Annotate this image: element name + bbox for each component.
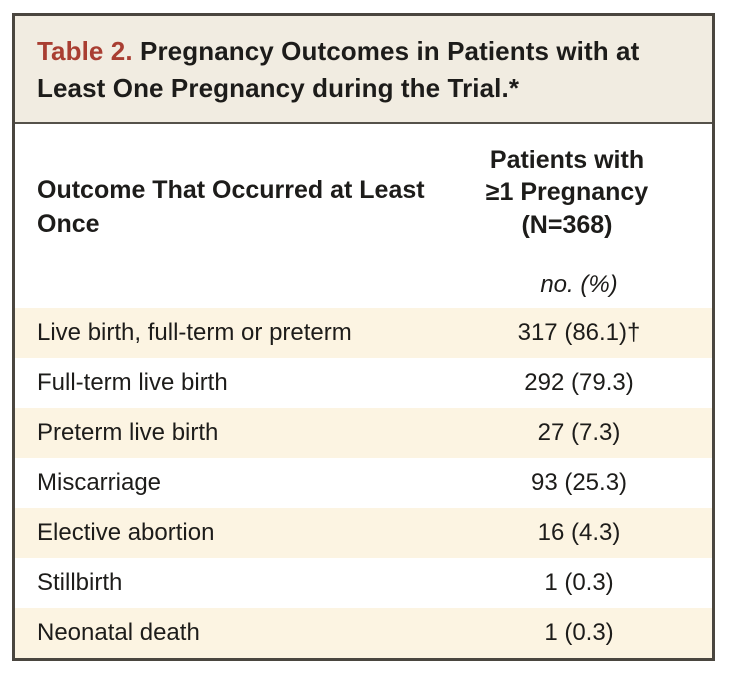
table-row: Elective abortion 16 (4.3) <box>15 507 712 558</box>
column-header-outcome: Outcome That Occurred at Least Once <box>37 175 425 238</box>
row-value: 27 (7.3) <box>537 418 621 446</box>
table-row: Miscarriage 93 (25.3) <box>15 457 712 508</box>
table-row: Live birth, full-term or preterm 317 (86… <box>15 307 712 358</box>
header-row: Outcome That Occurred at Least Once Pati… <box>15 144 712 242</box>
row-value: 1 (0.3) <box>544 618 614 646</box>
row-value: 292 (79.3) <box>524 368 634 396</box>
unit-row: no. (%) <box>15 271 712 299</box>
column-header-patients: Patients with ≥1 Pregnancy (N=368) <box>442 144 692 242</box>
unit-label: no. (%) <box>540 271 618 299</box>
column-header-patients-line1: Patients with <box>489 145 645 174</box>
row-label: Live birth, full-term or preterm <box>37 318 352 346</box>
column-header-patients-line3: (N=368) <box>521 210 613 239</box>
row-label: Full-term live birth <box>37 368 228 396</box>
row-label: Elective abortion <box>37 518 215 546</box>
table-title: Table 2. Pregnancy Outcomes in Patients … <box>15 16 712 124</box>
row-label: Stillbirth <box>37 568 123 596</box>
row-value: 93 (25.3) <box>530 468 628 496</box>
unit-row-spacer <box>15 271 454 299</box>
table-body: Live birth, full-term or preterm 317 (86… <box>15 307 712 658</box>
row-value: 1 (0.3) <box>544 568 614 596</box>
table-row: Preterm live birth 27 (7.3) <box>15 407 712 458</box>
row-value: 16 (4.3) <box>537 518 621 546</box>
table-title-number: Table 2. <box>37 36 133 66</box>
table-header: Outcome That Occurred at Least Once Pati… <box>15 123 712 308</box>
row-value: 317 (86.1)† <box>517 318 641 346</box>
row-label: Neonatal death <box>37 618 200 646</box>
table-row: Neonatal death 1 (0.3) <box>15 607 712 658</box>
table-row: Stillbirth 1 (0.3) <box>15 557 712 608</box>
table-title-text: Pregnancy Outcomes in Patients with at L… <box>37 36 640 103</box>
row-label: Miscarriage <box>37 468 162 496</box>
table-2-card: Table 2. Pregnancy Outcomes in Patients … <box>12 13 715 661</box>
column-header-patients-line2: ≥1 Pregnancy <box>485 178 649 207</box>
table-row: Full-term live birth 292 (79.3) <box>15 357 712 408</box>
row-label: Preterm live birth <box>37 418 219 446</box>
